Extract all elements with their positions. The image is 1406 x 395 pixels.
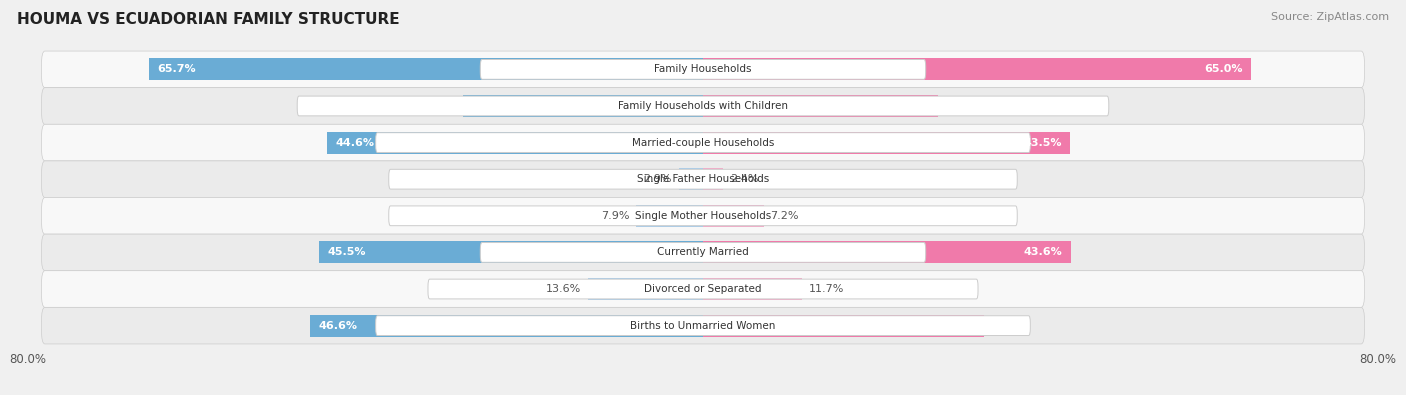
FancyBboxPatch shape [41,307,1365,344]
Bar [703,132,1070,154]
Bar [309,315,703,337]
Text: 7.9%: 7.9% [602,211,630,221]
FancyBboxPatch shape [388,169,1018,189]
Bar [326,132,703,154]
FancyBboxPatch shape [41,88,1365,124]
Bar [319,241,703,263]
FancyBboxPatch shape [375,316,1031,335]
Bar [703,58,1251,80]
Text: Currently Married: Currently Married [657,247,749,258]
Bar [703,205,763,227]
Bar [703,168,723,190]
Text: 65.0%: 65.0% [1205,64,1243,74]
Text: 7.2%: 7.2% [770,211,799,221]
Bar [679,168,703,190]
Text: 2.4%: 2.4% [730,174,758,184]
FancyBboxPatch shape [481,60,925,79]
Text: 2.9%: 2.9% [644,174,672,184]
Text: 43.5%: 43.5% [1024,137,1062,148]
Text: Births to Unmarried Women: Births to Unmarried Women [630,321,776,331]
Text: 27.8%: 27.8% [890,101,929,111]
FancyBboxPatch shape [427,279,979,299]
Bar [149,58,703,80]
Text: 28.5%: 28.5% [471,101,509,111]
Bar [703,278,801,300]
Text: Single Father Households: Single Father Households [637,174,769,184]
Text: Divorced or Separated: Divorced or Separated [644,284,762,294]
Text: 45.5%: 45.5% [328,247,366,258]
Text: Source: ZipAtlas.com: Source: ZipAtlas.com [1271,12,1389,22]
Text: 44.6%: 44.6% [335,137,374,148]
FancyBboxPatch shape [41,271,1365,307]
FancyBboxPatch shape [41,51,1365,88]
Text: Family Households with Children: Family Households with Children [619,101,787,111]
FancyBboxPatch shape [41,124,1365,161]
Bar [703,241,1071,263]
Text: Single Mother Households: Single Mother Households [636,211,770,221]
FancyBboxPatch shape [41,198,1365,234]
Text: 46.6%: 46.6% [318,321,357,331]
Text: Married-couple Households: Married-couple Households [631,137,775,148]
Bar [637,205,703,227]
FancyBboxPatch shape [481,243,925,262]
Text: 43.6%: 43.6% [1024,247,1063,258]
FancyBboxPatch shape [375,133,1031,152]
Text: 13.6%: 13.6% [547,284,582,294]
Bar [703,95,938,117]
Bar [463,95,703,117]
Text: 65.7%: 65.7% [157,64,195,74]
FancyBboxPatch shape [41,234,1365,271]
Bar [703,315,984,337]
Text: 11.7%: 11.7% [808,284,844,294]
FancyBboxPatch shape [388,206,1018,226]
Text: HOUMA VS ECUADORIAN FAMILY STRUCTURE: HOUMA VS ECUADORIAN FAMILY STRUCTURE [17,12,399,27]
FancyBboxPatch shape [41,161,1365,198]
Text: Family Households: Family Households [654,64,752,74]
FancyBboxPatch shape [297,96,1109,116]
Bar [588,278,703,300]
Text: 33.3%: 33.3% [938,321,976,331]
